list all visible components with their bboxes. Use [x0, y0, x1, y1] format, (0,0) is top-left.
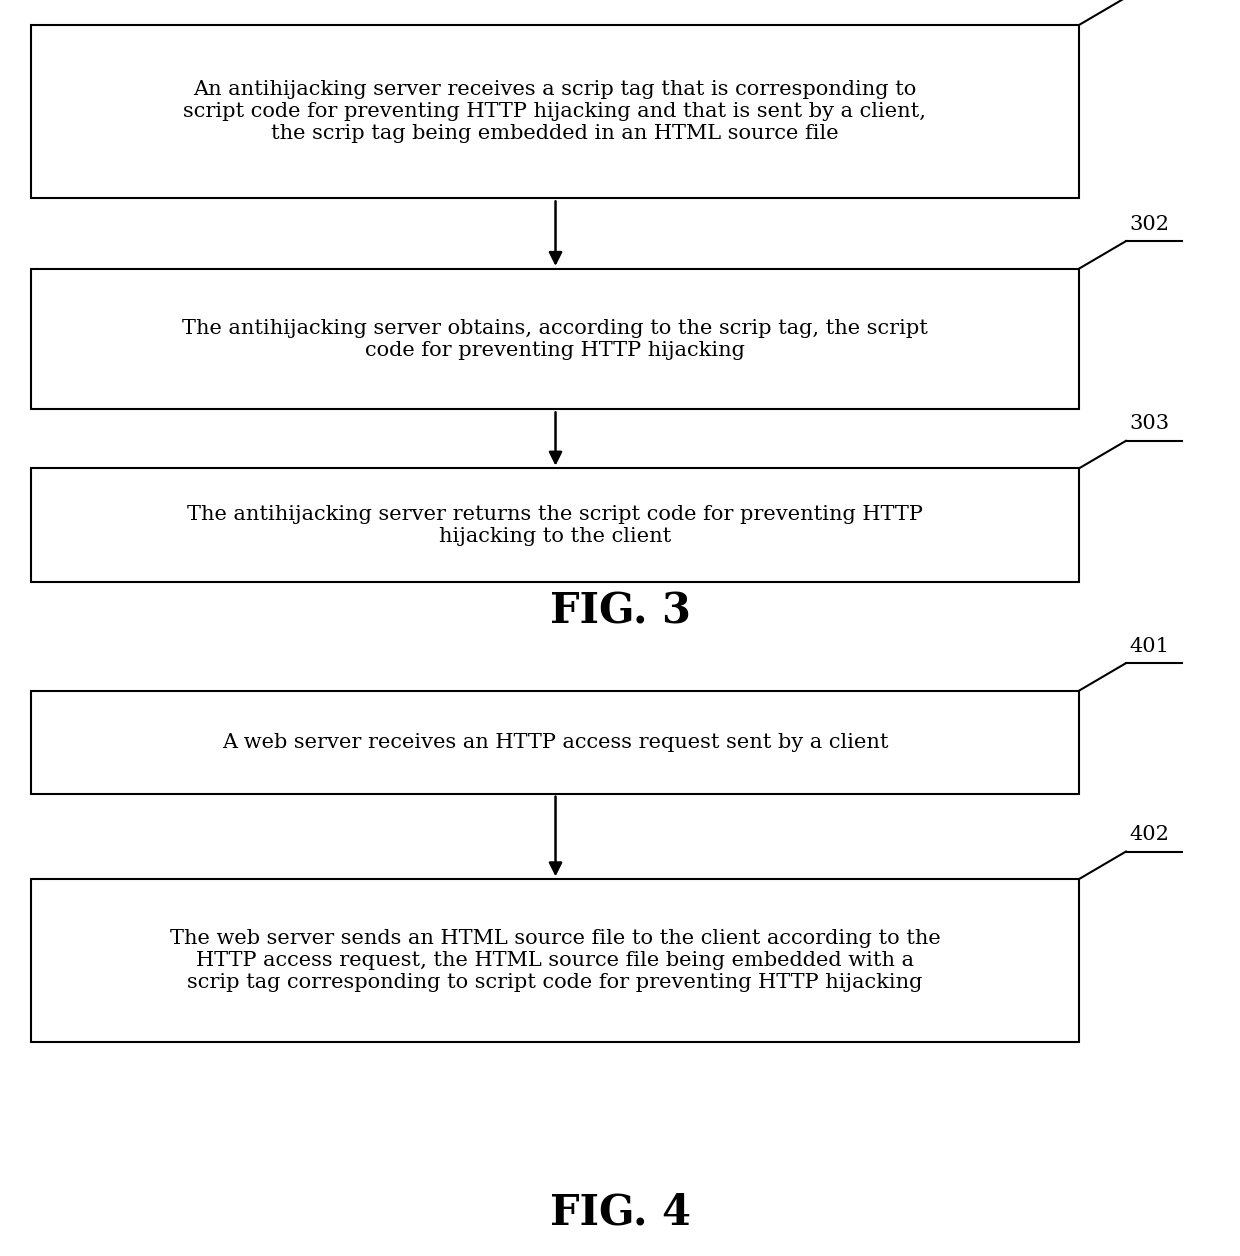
Text: FIG. 3: FIG. 3: [549, 590, 691, 633]
Text: FIG. 4: FIG. 4: [549, 1191, 691, 1233]
Text: A web server receives an HTTP access request sent by a client: A web server receives an HTTP access req…: [222, 732, 888, 752]
Text: 401: 401: [1130, 637, 1169, 656]
Text: 303: 303: [1130, 414, 1169, 433]
FancyBboxPatch shape: [31, 269, 1079, 409]
FancyBboxPatch shape: [31, 879, 1079, 1042]
Text: An antihijacking server receives a scrip tag that is corresponding to
script cod: An antihijacking server receives a scrip…: [184, 80, 926, 143]
FancyBboxPatch shape: [31, 25, 1079, 198]
Text: The antihijacking server obtains, according to the scrip tag, the script
code fo: The antihijacking server obtains, accord…: [182, 319, 928, 359]
FancyBboxPatch shape: [31, 691, 1079, 794]
FancyBboxPatch shape: [31, 468, 1079, 582]
Text: The web server sends an HTML source file to the client according to the
HTTP acc: The web server sends an HTML source file…: [170, 929, 940, 992]
Text: 302: 302: [1130, 215, 1169, 234]
Text: The antihijacking server returns the script code for preventing HTTP
hijacking t: The antihijacking server returns the scr…: [187, 505, 923, 545]
Text: 402: 402: [1130, 825, 1169, 844]
